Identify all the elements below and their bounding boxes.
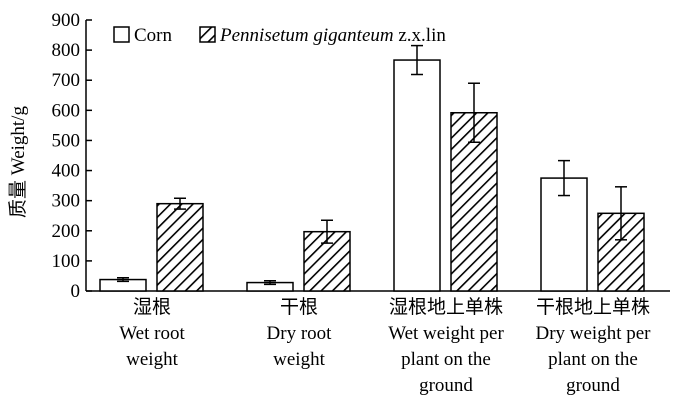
legend-swatch-pennisetum xyxy=(199,26,216,43)
x-category-label-2-line-1: 干根 xyxy=(280,296,318,318)
y-tick-label-200: 200 xyxy=(52,221,81,242)
x-category-label-1-line-3: weight xyxy=(126,349,178,370)
x-category-label-3-line-1: 湿根地上单株 xyxy=(389,296,503,318)
legend-label-pennisetum-author: z.x.lin xyxy=(394,25,447,46)
legend-label-pennisetum: Pennisetum giganteum z.x.lin xyxy=(219,25,446,46)
y-tick-label-100: 100 xyxy=(52,251,81,272)
x-category-label-1-line-1: 湿根 xyxy=(133,296,171,318)
x-category-label-1-line-2: Wet root xyxy=(119,323,185,344)
legend-swatch-corn xyxy=(113,26,130,43)
bar-series1-cat4 xyxy=(540,177,588,292)
x-category-label-2-line-2: Dry root xyxy=(267,323,333,344)
x-category-label-4-line-1: 干根地上单株 xyxy=(536,296,650,318)
legend-label-corn: Corn xyxy=(134,25,173,46)
y-tick-label-400: 400 xyxy=(52,161,81,182)
y-tick-label-900: 900 xyxy=(52,10,81,31)
y-tick-label-500: 500 xyxy=(52,130,81,151)
legend-label-pennisetum-species: Pennisetum giganteum xyxy=(219,25,394,46)
bar-series2-cat2 xyxy=(303,230,351,292)
y-tick-label-0: 0 xyxy=(71,281,81,302)
x-category-label-4-line-4: ground xyxy=(566,375,620,396)
y-tick-label-600: 600 xyxy=(52,100,81,121)
bar-series1-cat3 xyxy=(393,59,441,292)
y-tick-label-300: 300 xyxy=(52,191,81,212)
y-tick-label-700: 700 xyxy=(52,70,81,91)
y-axis-label: 质量 Weight/g xyxy=(7,106,29,218)
x-category-label-3-line-3: plant on the xyxy=(401,349,491,370)
bar-series2-cat1 xyxy=(156,202,204,292)
x-category-label-3-line-4: ground xyxy=(419,375,473,396)
x-category-label-2-line-3: weight xyxy=(273,349,325,370)
x-category-label-3-line-2: Wet weight per xyxy=(388,323,504,344)
x-category-label-4-line-2: Dry weight per xyxy=(535,323,651,344)
legend: Corn Pennisetum giganteum z.x.lin xyxy=(113,25,446,46)
x-category-label-4-line-3: plant on the xyxy=(548,349,638,370)
y-tick-label-800: 800 xyxy=(52,40,81,61)
plot-area: 0 100 200 300 400 500 600 700 800 900 湿根 Wet root we… xyxy=(52,10,670,396)
